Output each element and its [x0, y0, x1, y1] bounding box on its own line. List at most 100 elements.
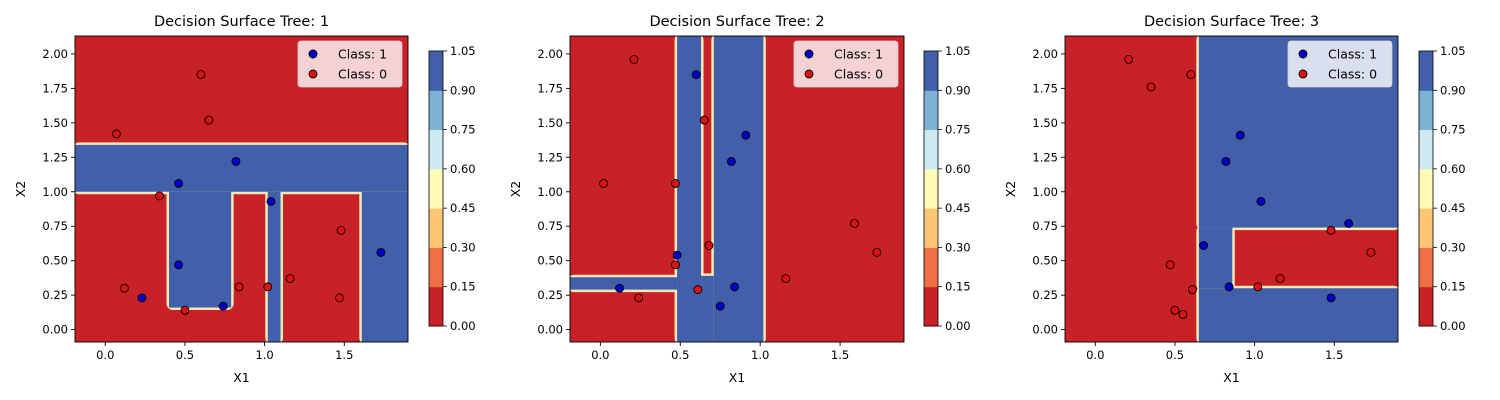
colorbar-tick-label: 0.15 — [945, 280, 971, 294]
y-tick-label: 2.00 — [537, 47, 563, 61]
y-tick-label: 0.50 — [1032, 254, 1058, 268]
point-class-0 — [204, 115, 214, 125]
legend: Class: 1 Class: 0 — [793, 40, 899, 88]
colorbar-tick-label: 0.30 — [450, 240, 476, 254]
y-tick-label: 1.00 — [537, 185, 563, 199]
legend-marker-class-1 — [1298, 49, 1308, 59]
y-tick-label: 0.25 — [537, 288, 563, 302]
point-class-0 — [154, 191, 164, 201]
point-class-0 — [704, 241, 714, 250]
legend-label: Class: 0 — [834, 67, 883, 82]
chart-title: Decision Surface Tree: 2 — [649, 14, 824, 30]
y-tick-label: 0.25 — [42, 288, 68, 302]
legend-marker-class-0 — [1298, 69, 1308, 79]
point-class-0 — [872, 247, 882, 257]
colorbar-tick-label: 0.75 — [1440, 123, 1466, 137]
colorbar-segment — [1419, 208, 1433, 248]
subplot-2: 0.0 0.5 1.0 1.5 0.00 0.25 0.50 0.75 1.00 1.25 1.50… — [508, 14, 971, 385]
y-tick-label: 1.75 — [537, 81, 563, 95]
colorbar-frame — [923, 50, 939, 327]
colorbar-frame — [1418, 50, 1434, 327]
region-class-1 — [169, 191, 232, 308]
colorbar-tick-label: 0.60 — [945, 162, 971, 176]
point-class-0 — [699, 115, 709, 125]
legend-box — [793, 40, 899, 88]
point-class-0 — [263, 282, 273, 292]
y-axis-label: X2 — [1003, 181, 1018, 198]
colorbar-tick-label: 0.00 — [945, 319, 971, 333]
y-tick-label: 1.50 — [42, 116, 68, 130]
colorbar-segment — [924, 247, 938, 288]
point-class-0 — [234, 282, 244, 292]
colorbar-segment — [1419, 286, 1433, 327]
legend-label: Class: 1 — [1328, 47, 1377, 62]
y-axis-label: X2 — [508, 181, 523, 198]
point-class-1 — [741, 130, 751, 140]
legend-marker-class-0 — [308, 69, 318, 79]
legend: Class: 1 Class: 0 — [297, 40, 403, 88]
colorbar-segment — [429, 51, 443, 91]
point-class-0 — [1124, 54, 1134, 64]
point-class-1 — [376, 247, 386, 257]
point-class-0 — [1178, 309, 1188, 319]
colorbar-tick-label: 0.60 — [1440, 162, 1466, 176]
colorbar-segment — [924, 129, 938, 170]
x-tick-label: 1.5 — [831, 348, 849, 362]
colorbar-segment — [429, 129, 443, 170]
colorbar: 0.00 0.15 0.30 0.45 0.60 0.75 0.90 1.05 — [1418, 44, 1466, 333]
point-class-1 — [1199, 241, 1209, 250]
x-tick-label: 0.5 — [176, 348, 194, 362]
point-class-1 — [615, 283, 624, 293]
point-class-0 — [1188, 285, 1197, 295]
point-class-0 — [1366, 247, 1376, 257]
y-tick-label: 0.75 — [1032, 219, 1058, 233]
point-class-0 — [1170, 305, 1180, 315]
axes-frame — [569, 35, 905, 343]
axes-frame — [1064, 35, 1399, 343]
legend-box — [297, 40, 403, 88]
colorbar-segment — [924, 51, 938, 91]
point-class-0 — [693, 285, 703, 295]
colorbar-frame — [428, 50, 444, 327]
colorbar: 0.00 0.15 0.30 0.45 0.60 0.75 0.90 1.05 — [428, 44, 476, 333]
colorbar-segment — [429, 208, 443, 248]
colorbar-tick-label: 1.05 — [450, 44, 476, 58]
region-class-1 — [267, 191, 281, 342]
colorbar: 0.00 0.15 0.30 0.45 0.60 0.75 0.90 1.05 — [923, 44, 971, 333]
point-class-0 — [1326, 225, 1336, 235]
y-tick-label: 1.00 — [42, 185, 68, 199]
point-class-1 — [137, 293, 147, 303]
x-tick-label: 1.5 — [335, 348, 353, 362]
point-class-0 — [850, 219, 859, 228]
legend-label: Class: 0 — [338, 67, 387, 82]
y-tick-label: 1.25 — [1032, 150, 1058, 164]
point-class-0 — [119, 283, 129, 293]
colorbar-tick-label: 0.45 — [450, 201, 476, 215]
region-class-1 — [1198, 288, 1398, 342]
legend: Class: 1 Class: 0 — [1287, 40, 1393, 88]
colorbar-tick-label: 1.05 — [1440, 44, 1466, 58]
y-tick-label: 1.75 — [1032, 81, 1058, 95]
colorbar-segment — [429, 168, 443, 209]
x-tick-label: 0.0 — [1086, 348, 1104, 362]
x-tick-label: 1.0 — [751, 348, 769, 362]
x-tick-label: 0.5 — [1166, 348, 1184, 362]
x-axis-label: X1 — [233, 370, 250, 385]
point-class-0 — [335, 293, 344, 303]
legend-label: Class: 0 — [1328, 67, 1377, 82]
point-class-0 — [111, 129, 121, 139]
point-class-0 — [1186, 70, 1196, 80]
point-class-0 — [629, 54, 639, 64]
point-class-1 — [672, 250, 682, 260]
colorbar-tick-label: 0.75 — [450, 123, 476, 137]
chart-title: Decision Surface Tree: 1 — [154, 14, 329, 30]
legend-label: Class: 1 — [834, 47, 883, 62]
y-tick-label: 0.25 — [1032, 288, 1058, 302]
colorbar-segment — [924, 286, 938, 327]
colorbar-tick-label: 0.30 — [945, 240, 971, 254]
x-axis-label: X1 — [1223, 370, 1240, 385]
y-tick-label: 0.50 — [42, 254, 68, 268]
y-axis-label: X2 — [13, 181, 28, 198]
point-class-1 — [1221, 156, 1231, 166]
